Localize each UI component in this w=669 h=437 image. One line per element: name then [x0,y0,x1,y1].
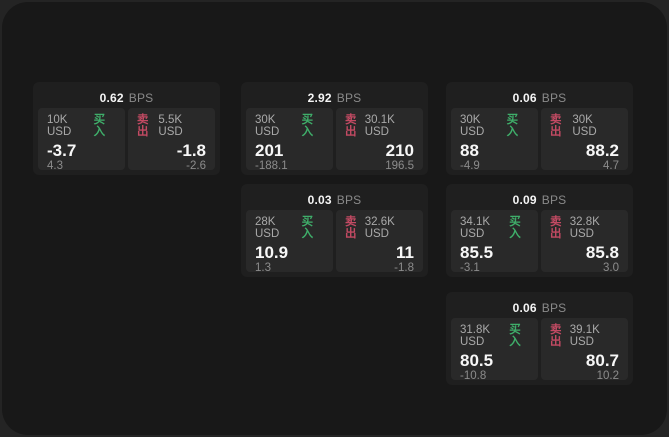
sell-price: -1.8 [176,141,206,160]
quote-card: 0.03 BPS 28K USD 买入 10.9 1.3 卖出 32.6K US… [241,184,428,277]
sell-side-label: 卖出 [550,114,562,138]
sell-quote-panel[interactable]: 卖出 5.5K USD -1.8 -2.6 [128,108,215,173]
buy-sub-value: 1.3 [255,262,271,275]
spread-value: 0.62 [99,90,124,105]
buy-side-label: 买入 [509,324,521,348]
buy-price: 88 [460,141,479,160]
spread-unit: BPS [336,192,362,207]
buy-price: 201 [255,141,284,160]
spread-header: 0.03 BPS [246,189,423,210]
buy-sub-value: -10.8 [460,370,487,383]
buy-quote-panel[interactable]: 34.1K USD 买入 85.5 -3.1 [451,210,538,275]
sell-side-label: 卖出 [345,216,357,240]
quote-panels: 28K USD 买入 10.9 1.3 卖出 32.6K USD 11 -1.8 [246,210,423,275]
sell-notional: 30K USD [572,114,597,138]
sell-quote-panel[interactable]: 卖出 32.6K USD 11 -1.8 [336,210,423,275]
quote-card: 0.06 BPS 31.8K USD 买入 80.5 -10.8 卖出 39.1… [446,292,633,385]
spread-header: 0.62 BPS [38,87,215,108]
sell-sub-value: 10.2 [596,370,619,383]
sell-side-label: 卖出 [137,114,149,138]
buy-notional: 10K USD [47,114,72,138]
sell-quote-panel[interactable]: 卖出 39.1K USD 80.7 10.2 [541,318,628,383]
sell-side-label: 卖出 [550,216,562,240]
buy-side-label: 买入 [506,114,519,138]
sell-sub-value: -1.8 [394,262,414,275]
buy-price: -3.7 [47,141,77,160]
buy-notional: 34.1K USD [460,216,491,240]
spread-value: 0.06 [512,90,537,105]
sell-sub-value: 4.7 [603,160,619,173]
quote-panels: 10K USD 买入 -3.7 4.3 卖出 5.5K USD -1.8 -2.… [38,108,215,173]
spread-unit: BPS [541,192,567,207]
quote-card: 0.62 BPS 10K USD 买入 -3.7 4.3 卖出 5.5K USD… [33,82,220,175]
sell-notional: 32.6K USD [364,216,395,240]
spread-value: 0.06 [512,300,537,315]
quote-panels: 30K USD 买入 201 -188.1 卖出 30.1K USD 210 1… [246,108,423,173]
sell-side-label: 卖出 [550,324,562,348]
buy-notional: 31.8K USD [460,324,491,348]
sell-sub-value: 3.0 [603,262,619,275]
sell-notional: 5.5K USD [158,114,183,138]
sell-price: 11 [396,243,414,262]
buy-side-label: 买入 [93,114,106,138]
buy-quote-panel[interactable]: 31.8K USD 买入 80.5 -10.8 [451,318,538,383]
buy-sub-value: -188.1 [255,160,288,173]
sell-notional: 32.8K USD [569,216,600,240]
quote-panels: 34.1K USD 买入 85.5 -3.1 卖出 32.8K USD 85.8… [451,210,628,275]
sell-price: 80.7 [585,351,619,370]
buy-price: 80.5 [460,351,494,370]
spread-value: 0.03 [307,192,332,207]
spread-header: 0.06 BPS [451,297,628,318]
buy-quote-panel[interactable]: 30K USD 买入 201 -188.1 [246,108,333,173]
quote-panels: 31.8K USD 买入 80.5 -10.8 卖出 39.1K USD 80.… [451,318,628,383]
sell-quote-panel[interactable]: 卖出 30K USD 88.2 4.7 [541,108,628,173]
sell-notional: 30.1K USD [364,114,395,138]
spread-unit: BPS [541,300,567,315]
spread-value: 0.09 [512,192,537,207]
buy-sub-value: -4.9 [460,160,480,173]
sell-quote-panel[interactable]: 卖出 32.8K USD 85.8 3.0 [541,210,628,275]
sell-sub-value: -2.6 [186,160,206,173]
spread-header: 0.09 BPS [451,189,628,210]
buy-side-label: 买入 [301,114,314,138]
buy-sub-value: 4.3 [47,160,63,173]
spread-unit: BPS [336,90,362,105]
quote-panels: 30K USD 买入 88 -4.9 卖出 30K USD 88.2 4.7 [451,108,628,173]
buy-quote-panel[interactable]: 30K USD 买入 88 -4.9 [451,108,538,173]
buy-price: 85.5 [460,243,494,262]
buy-notional: 30K USD [255,114,280,138]
sell-price: 88.2 [585,141,619,160]
sell-sub-value: 196.5 [385,160,414,173]
buy-side-label: 买入 [509,216,521,240]
buy-sub-value: -3.1 [460,262,480,275]
spread-header: 2.92 BPS [246,87,423,108]
spread-unit: BPS [541,90,567,105]
quote-card: 0.09 BPS 34.1K USD 买入 85.5 -3.1 卖出 32.8K… [446,184,633,277]
sell-quote-panel[interactable]: 卖出 30.1K USD 210 196.5 [336,108,423,173]
buy-notional: 30K USD [460,114,485,138]
sell-price: 85.8 [585,243,619,262]
spread-value: 2.92 [307,90,332,105]
spread-header: 0.06 BPS [451,87,628,108]
sell-notional: 39.1K USD [569,324,600,348]
buy-quote-panel[interactable]: 10K USD 买入 -3.7 4.3 [38,108,125,173]
buy-price: 10.9 [255,243,289,262]
quote-card: 0.06 BPS 30K USD 买入 88 -4.9 卖出 30K USD 8… [446,82,633,175]
sell-side-label: 卖出 [345,114,357,138]
buy-quote-panel[interactable]: 28K USD 买入 10.9 1.3 [246,210,333,275]
quote-card: 2.92 BPS 30K USD 买入 201 -188.1 卖出 30.1K … [241,82,428,175]
buy-side-label: 买入 [301,216,314,240]
spread-unit: BPS [128,90,154,105]
buy-notional: 28K USD [255,216,280,240]
sell-price: 210 [385,141,414,160]
